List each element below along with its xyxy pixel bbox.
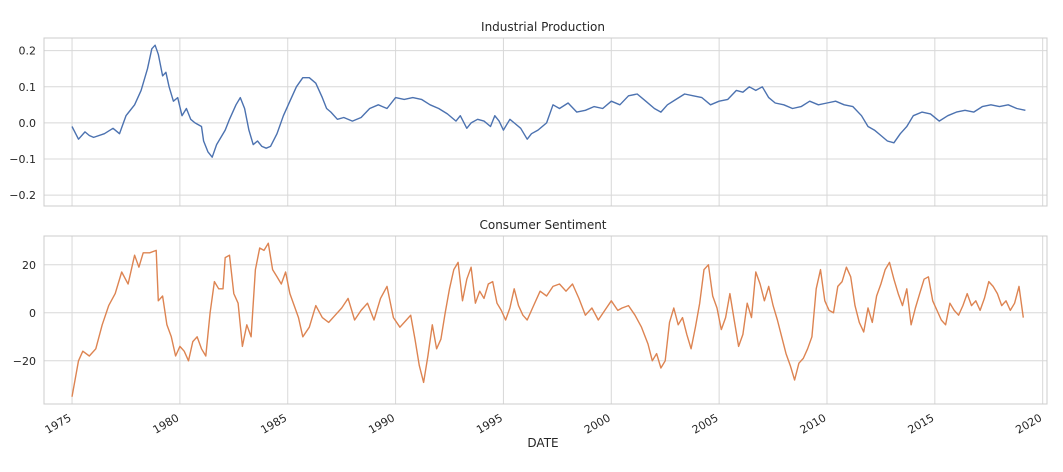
y-tick-label: −0.2 — [9, 189, 36, 202]
x-tick-label: 1975 — [43, 411, 74, 436]
x-axis-label: DATE — [527, 436, 558, 450]
y-tick-label: 20 — [22, 259, 36, 272]
y-tick-label: −20 — [13, 355, 36, 368]
x-tick-label: 2015 — [906, 411, 937, 436]
y-tick-label: 0.0 — [19, 117, 37, 130]
x-tick-label: 2005 — [690, 411, 721, 436]
x-tick-label: 2000 — [582, 411, 613, 436]
chart-title-industrial-production: Industrial Production — [481, 20, 605, 34]
y-axis-industrial-production: −0.2 −0.1 0.0 0.1 0.2 — [9, 45, 36, 203]
x-tick-label: 2020 — [1013, 411, 1044, 436]
x-tick-label: 2010 — [798, 411, 829, 436]
plot-frame-consumer-sentiment — [43, 235, 1048, 405]
chart-title-consumer-sentiment: Consumer Sentiment — [479, 218, 606, 232]
series-line-industrial-production — [71, 44, 1026, 158]
x-tick-label: 1995 — [474, 411, 505, 436]
x-tick-label: 1990 — [366, 411, 397, 436]
x-axis: 1975 1980 1985 1990 1995 2000 2005 2010 2015 2020 — [43, 411, 1044, 436]
x-tick-label: 1985 — [258, 411, 289, 436]
panel-industrial-production: Industrial Production −0.2 −0.1 0.0 0.1 0.2 — [9, 20, 1048, 207]
y-tick-label: 0.2 — [19, 45, 37, 58]
plot-frame-industrial-production — [43, 37, 1048, 207]
panel-consumer-sentiment: Consumer Sentiment −20 0 20 — [13, 218, 1048, 405]
x-tick-label: 1980 — [151, 411, 182, 436]
y-tick-label: 0 — [29, 307, 36, 320]
y-axis-consumer-sentiment: −20 0 20 — [13, 259, 36, 368]
y-tick-label: 0.1 — [19, 81, 37, 94]
y-tick-label: −0.1 — [9, 153, 36, 166]
series-line-consumer-sentiment — [71, 242, 1024, 397]
grid-consumer-sentiment — [44, 236, 1047, 404]
grid-industrial-production — [44, 38, 1047, 206]
